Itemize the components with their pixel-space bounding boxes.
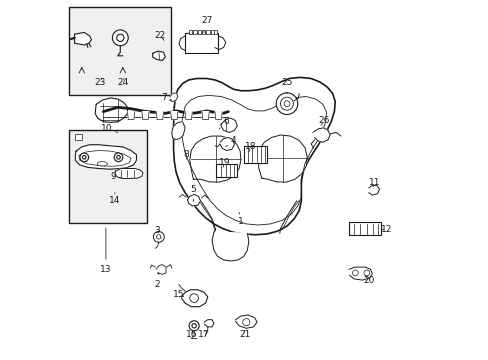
Text: 12: 12	[380, 225, 391, 234]
Text: 2: 2	[154, 273, 160, 289]
Polygon shape	[312, 128, 329, 142]
Polygon shape	[171, 122, 185, 140]
Polygon shape	[215, 36, 225, 50]
Circle shape	[284, 101, 289, 107]
Bar	[210, 30, 213, 34]
Bar	[202, 30, 205, 34]
Text: 26: 26	[318, 116, 329, 126]
Polygon shape	[202, 112, 209, 120]
Bar	[244, 146, 266, 163]
Circle shape	[276, 93, 297, 114]
Polygon shape	[185, 112, 192, 120]
Text: 23: 23	[94, 77, 105, 86]
Bar	[206, 30, 209, 34]
Text: 17: 17	[198, 330, 209, 339]
Circle shape	[189, 321, 199, 331]
Polygon shape	[215, 112, 222, 120]
Text: 3: 3	[154, 226, 161, 238]
Bar	[69, 130, 147, 223]
Polygon shape	[127, 112, 134, 120]
Circle shape	[80, 153, 88, 162]
Polygon shape	[75, 32, 91, 45]
Bar	[185, 33, 218, 53]
Polygon shape	[156, 265, 166, 274]
Polygon shape	[181, 290, 207, 307]
Text: 6: 6	[219, 117, 228, 129]
Text: 15: 15	[173, 290, 184, 299]
Circle shape	[117, 156, 120, 159]
Text: 16: 16	[185, 330, 197, 339]
Polygon shape	[187, 194, 200, 206]
Polygon shape	[152, 51, 165, 60]
Circle shape	[112, 30, 128, 46]
Text: 4: 4	[225, 136, 235, 147]
Polygon shape	[170, 112, 178, 120]
Polygon shape	[142, 112, 149, 120]
Circle shape	[156, 235, 161, 239]
Text: 13: 13	[100, 228, 111, 274]
Polygon shape	[258, 135, 306, 182]
Text: 5: 5	[190, 184, 196, 202]
Text: 24: 24	[117, 77, 128, 86]
Circle shape	[363, 270, 369, 276]
Polygon shape	[221, 118, 237, 132]
Bar	[69, 7, 170, 95]
Text: 27: 27	[201, 16, 212, 33]
Text: 11: 11	[368, 178, 380, 187]
Bar	[197, 30, 201, 34]
Bar	[188, 30, 192, 34]
Text: 20: 20	[362, 276, 374, 284]
Polygon shape	[348, 267, 371, 280]
Bar	[348, 222, 381, 235]
Circle shape	[82, 156, 86, 159]
Circle shape	[153, 231, 164, 242]
Circle shape	[189, 294, 198, 302]
Polygon shape	[368, 185, 379, 195]
Circle shape	[114, 153, 122, 162]
Polygon shape	[235, 315, 257, 328]
Circle shape	[280, 97, 293, 110]
Polygon shape	[75, 145, 136, 169]
Polygon shape	[169, 93, 178, 102]
Polygon shape	[212, 232, 248, 261]
Circle shape	[117, 34, 123, 41]
Text: 7: 7	[162, 93, 171, 102]
Text: 14: 14	[109, 193, 121, 205]
Polygon shape	[204, 320, 213, 327]
Bar	[214, 30, 217, 34]
Bar	[75, 134, 82, 140]
Polygon shape	[95, 98, 127, 122]
Circle shape	[192, 324, 196, 328]
Text: 9: 9	[110, 172, 121, 181]
Text: 19: 19	[219, 158, 230, 167]
Polygon shape	[173, 77, 335, 235]
Polygon shape	[220, 138, 234, 150]
Polygon shape	[179, 36, 185, 50]
Text: 8: 8	[183, 150, 189, 159]
Text: 10: 10	[101, 124, 118, 133]
Polygon shape	[156, 112, 163, 120]
Text: 21: 21	[239, 330, 250, 339]
Text: 18: 18	[244, 142, 256, 152]
Polygon shape	[115, 168, 142, 179]
Text: 22: 22	[154, 31, 165, 40]
Circle shape	[242, 319, 249, 326]
Text: 25: 25	[281, 77, 292, 94]
Polygon shape	[189, 136, 241, 182]
Bar	[193, 30, 196, 34]
Text: 1: 1	[238, 212, 244, 226]
Ellipse shape	[97, 162, 107, 166]
Circle shape	[352, 270, 358, 276]
Bar	[216, 164, 237, 177]
